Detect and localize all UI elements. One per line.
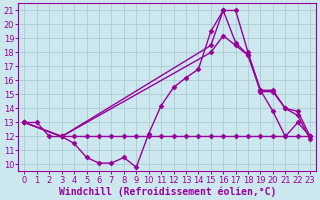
X-axis label: Windchill (Refroidissement éolien,°C): Windchill (Refroidissement éolien,°C) xyxy=(59,186,276,197)
